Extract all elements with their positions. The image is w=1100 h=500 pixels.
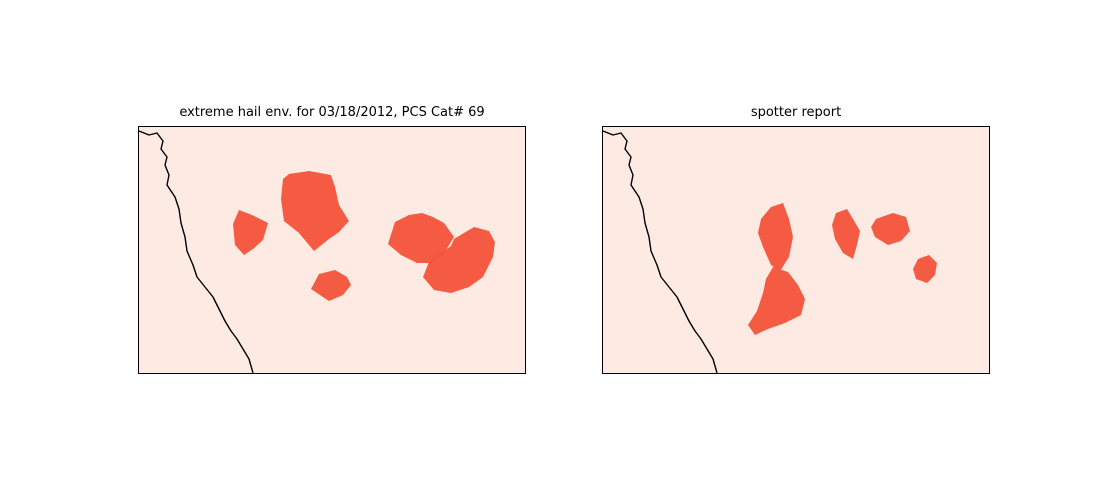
- region-illinois-indiana-ohio: [388, 213, 454, 263]
- left-map: [138, 126, 526, 374]
- region-montana-wyoming: [233, 210, 268, 255]
- left-map-canvas: [139, 130, 495, 373]
- region-north-carolina: [913, 255, 937, 283]
- hail-regions: [748, 203, 937, 335]
- region-oklahoma-texas: [748, 267, 805, 335]
- left-panel: extreme hail env. for 03/18/2012, PCS Ca…: [138, 105, 526, 374]
- left-panel-title: extreme hail env. for 03/18/2012, PCS Ca…: [179, 105, 485, 120]
- right-map: [602, 126, 990, 374]
- right-panel-title: spotter report: [750, 105, 842, 120]
- region-nebraska-kansas: [758, 203, 793, 271]
- basemap: [603, 130, 718, 373]
- right-panel: spotter report: [602, 105, 990, 374]
- region-dakotas-minnesota: [281, 171, 349, 251]
- basemap: [139, 130, 254, 373]
- coastline: [139, 130, 254, 373]
- region-kansas-oklahoma: [311, 270, 351, 301]
- hail-regions: [233, 171, 495, 301]
- region-illinois: [832, 209, 860, 259]
- coastline: [603, 130, 718, 373]
- right-map-canvas: [603, 130, 937, 373]
- region-ohio: [871, 213, 910, 245]
- region-kentucky-virginia-carolinas: [423, 227, 495, 293]
